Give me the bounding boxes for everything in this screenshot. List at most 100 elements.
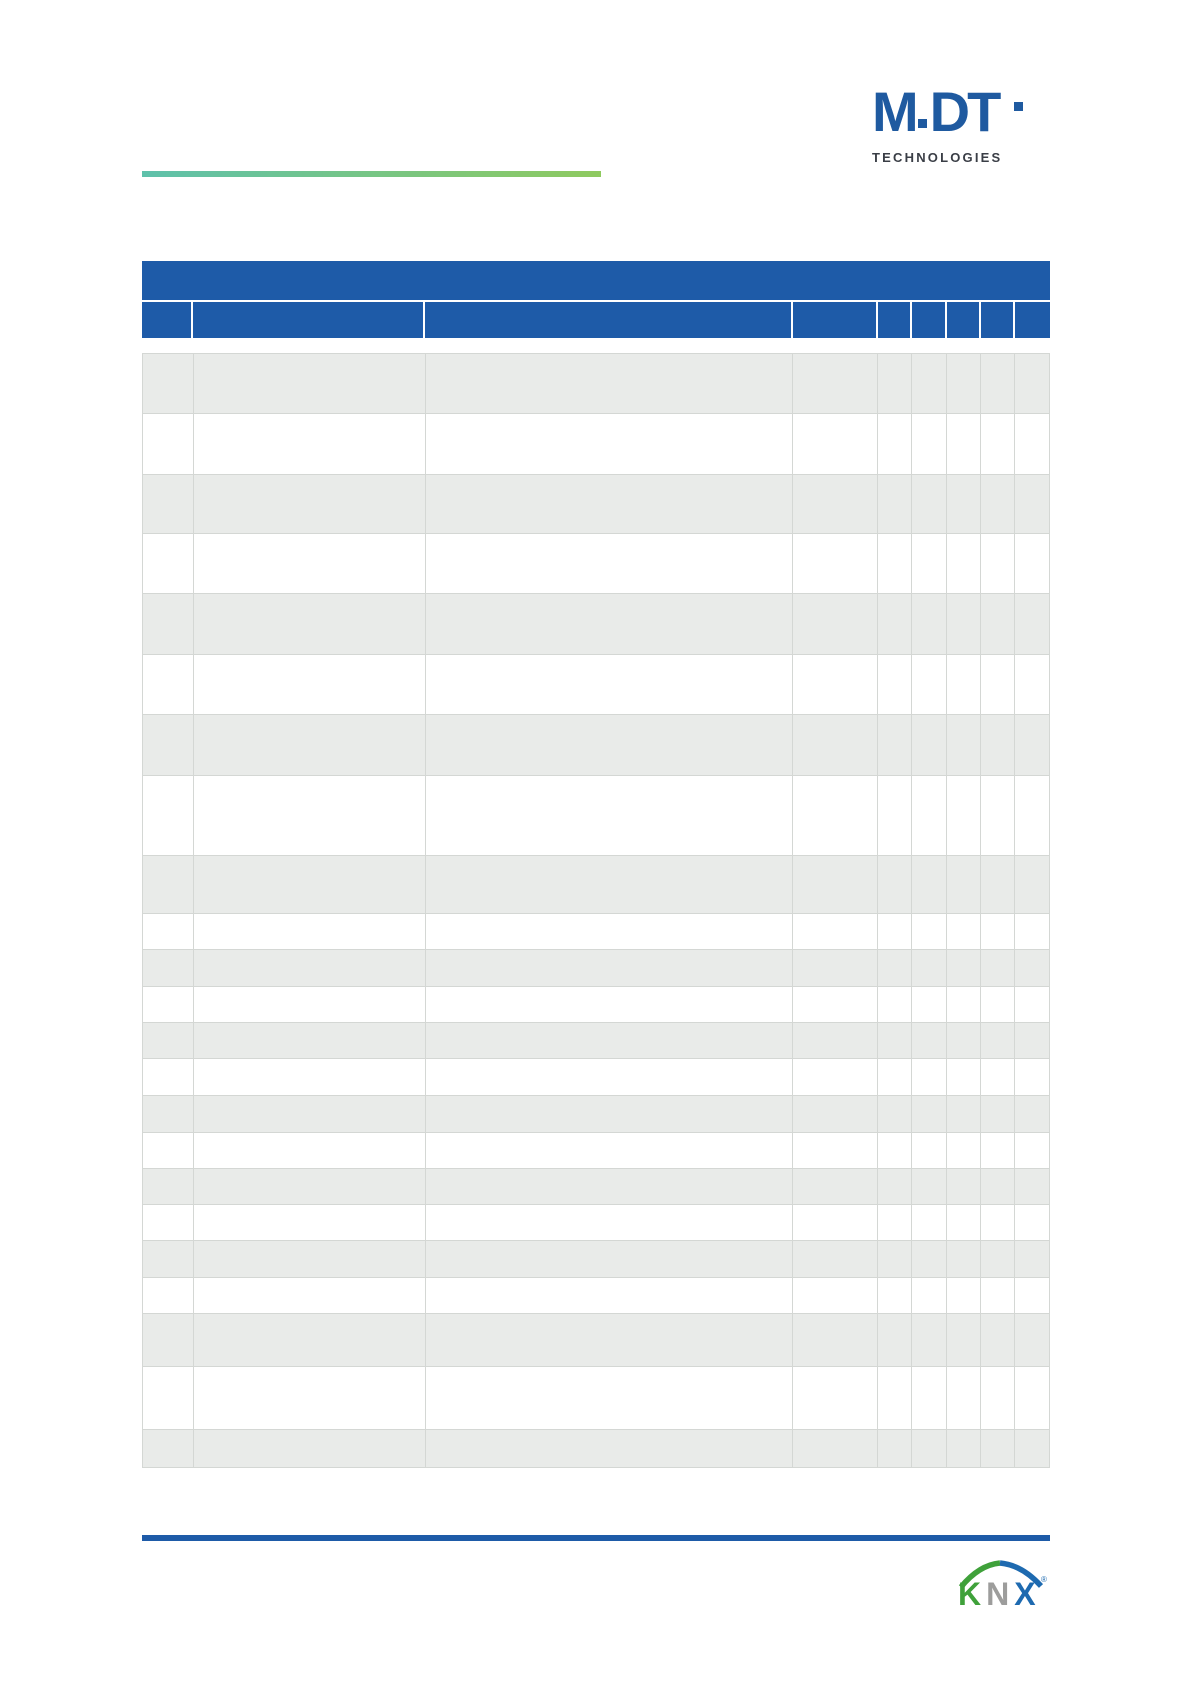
table-cell-col-6 bbox=[912, 987, 948, 1022]
table-cell-col-3 bbox=[426, 776, 794, 855]
table-cell-col-5 bbox=[878, 534, 913, 593]
table-row-14 bbox=[143, 1059, 1051, 1096]
table-cell-col-4 bbox=[793, 950, 879, 986]
table-row-13 bbox=[143, 1023, 1051, 1059]
table-row-8 bbox=[143, 776, 1051, 856]
header-cell-col-8 bbox=[981, 302, 1015, 338]
table-cell-col-3 bbox=[426, 354, 794, 413]
table-cell-col-9 bbox=[1015, 987, 1051, 1022]
table-cell-col-3 bbox=[426, 1430, 794, 1467]
table-cell-col-1 bbox=[143, 987, 194, 1022]
mdt-logo-wordmark: M DT bbox=[872, 80, 1023, 143]
table-cell-col-4 bbox=[793, 987, 879, 1022]
table-cell-col-2 bbox=[194, 354, 426, 413]
header-cell-col-1 bbox=[142, 302, 193, 338]
table-cell-col-1 bbox=[143, 776, 194, 855]
table-cell-col-8 bbox=[981, 1367, 1016, 1429]
table-cell-col-4 bbox=[793, 1205, 879, 1240]
table-cell-col-2 bbox=[194, 1059, 426, 1095]
table-cell-col-2 bbox=[194, 950, 426, 986]
table-cell-col-1 bbox=[143, 1314, 194, 1366]
table-header-row bbox=[142, 302, 1050, 338]
table-cell-col-3 bbox=[426, 1169, 794, 1204]
table-cell-col-3 bbox=[426, 1023, 794, 1058]
table-row-3 bbox=[143, 475, 1051, 534]
table-cell-col-7 bbox=[947, 987, 982, 1022]
table-cell-col-7 bbox=[947, 950, 982, 986]
table-cell-col-2 bbox=[194, 534, 426, 593]
table-cell-col-7 bbox=[947, 1023, 982, 1058]
table-cell-col-8 bbox=[981, 1241, 1016, 1277]
table-cell-col-2 bbox=[194, 1278, 426, 1313]
table-cell-col-5 bbox=[878, 914, 913, 949]
table-cell-col-4 bbox=[793, 1059, 879, 1095]
table-cell-col-7 bbox=[947, 856, 982, 913]
table-cell-col-4 bbox=[793, 715, 879, 775]
header-cell-col-6 bbox=[912, 302, 947, 338]
table-cell-col-2 bbox=[194, 655, 426, 714]
table-body bbox=[142, 353, 1051, 1468]
header-cell-col-2 bbox=[193, 302, 425, 338]
table-cell-col-1 bbox=[143, 594, 194, 654]
table-cell-col-7 bbox=[947, 1205, 982, 1240]
table-cell-col-9 bbox=[1015, 950, 1051, 986]
table-cell-col-2 bbox=[194, 475, 426, 533]
table-cell-col-6 bbox=[912, 1367, 948, 1429]
table-cell-col-5 bbox=[878, 1205, 913, 1240]
table-cell-col-4 bbox=[793, 655, 879, 714]
table-cell-col-8 bbox=[981, 1059, 1016, 1095]
table-cell-col-6 bbox=[912, 594, 948, 654]
table-cell-col-2 bbox=[194, 1169, 426, 1204]
table-cell-col-9 bbox=[1015, 1205, 1051, 1240]
table-cell-col-2 bbox=[194, 1241, 426, 1277]
table-cell-col-4 bbox=[793, 1314, 879, 1366]
table-cell-col-2 bbox=[194, 856, 426, 913]
table-cell-col-2 bbox=[194, 1205, 426, 1240]
table-cell-col-3 bbox=[426, 914, 794, 949]
table-cell-col-9 bbox=[1015, 594, 1051, 654]
table-cell-col-8 bbox=[981, 1278, 1016, 1313]
table-cell-col-7 bbox=[947, 534, 982, 593]
table-cell-col-2 bbox=[194, 1367, 426, 1429]
table-cell-col-7 bbox=[947, 1059, 982, 1095]
table-title-bar bbox=[142, 261, 1050, 300]
table-cell-col-4 bbox=[793, 1096, 879, 1132]
table-cell-col-2 bbox=[194, 414, 426, 474]
table-cell-col-9 bbox=[1015, 1241, 1051, 1277]
table-cell-col-4 bbox=[793, 1241, 879, 1277]
table-cell-col-9 bbox=[1015, 1059, 1051, 1095]
table-cell-col-6 bbox=[912, 914, 948, 949]
table-cell-col-8 bbox=[981, 776, 1016, 855]
table-cell-col-1 bbox=[143, 856, 194, 913]
table-row-23 bbox=[143, 1430, 1051, 1468]
table-cell-col-1 bbox=[143, 475, 194, 533]
table-cell-col-4 bbox=[793, 475, 879, 533]
table-cell-col-1 bbox=[143, 1241, 194, 1277]
table-cell-col-4 bbox=[793, 534, 879, 593]
mdt-letters-dt: DT bbox=[929, 80, 1002, 143]
table-cell-col-8 bbox=[981, 914, 1016, 949]
table-cell-col-3 bbox=[426, 655, 794, 714]
table-cell-col-8 bbox=[981, 950, 1016, 986]
table-cell-col-9 bbox=[1015, 414, 1051, 474]
table-cell-col-7 bbox=[947, 414, 982, 474]
table-cell-col-8 bbox=[981, 594, 1016, 654]
table-cell-col-7 bbox=[947, 1278, 982, 1313]
table-cell-col-5 bbox=[878, 655, 913, 714]
table-cell-col-5 bbox=[878, 594, 913, 654]
knx-letter-k: K bbox=[958, 1576, 986, 1609]
table-cell-col-3 bbox=[426, 1367, 794, 1429]
mdt-logo: M DT TECHNOLOGIES bbox=[872, 80, 1023, 165]
table-cell-col-6 bbox=[912, 655, 948, 714]
table-cell-col-8 bbox=[981, 715, 1016, 775]
table-cell-col-5 bbox=[878, 1314, 913, 1366]
table-cell-col-9 bbox=[1015, 655, 1051, 714]
table-cell-col-6 bbox=[912, 414, 948, 474]
table-cell-col-2 bbox=[194, 715, 426, 775]
table-cell-col-5 bbox=[878, 776, 913, 855]
table-cell-col-6 bbox=[912, 534, 948, 593]
table-cell-col-6 bbox=[912, 1023, 948, 1058]
table-cell-col-5 bbox=[878, 1430, 913, 1467]
table-cell-col-3 bbox=[426, 1096, 794, 1132]
